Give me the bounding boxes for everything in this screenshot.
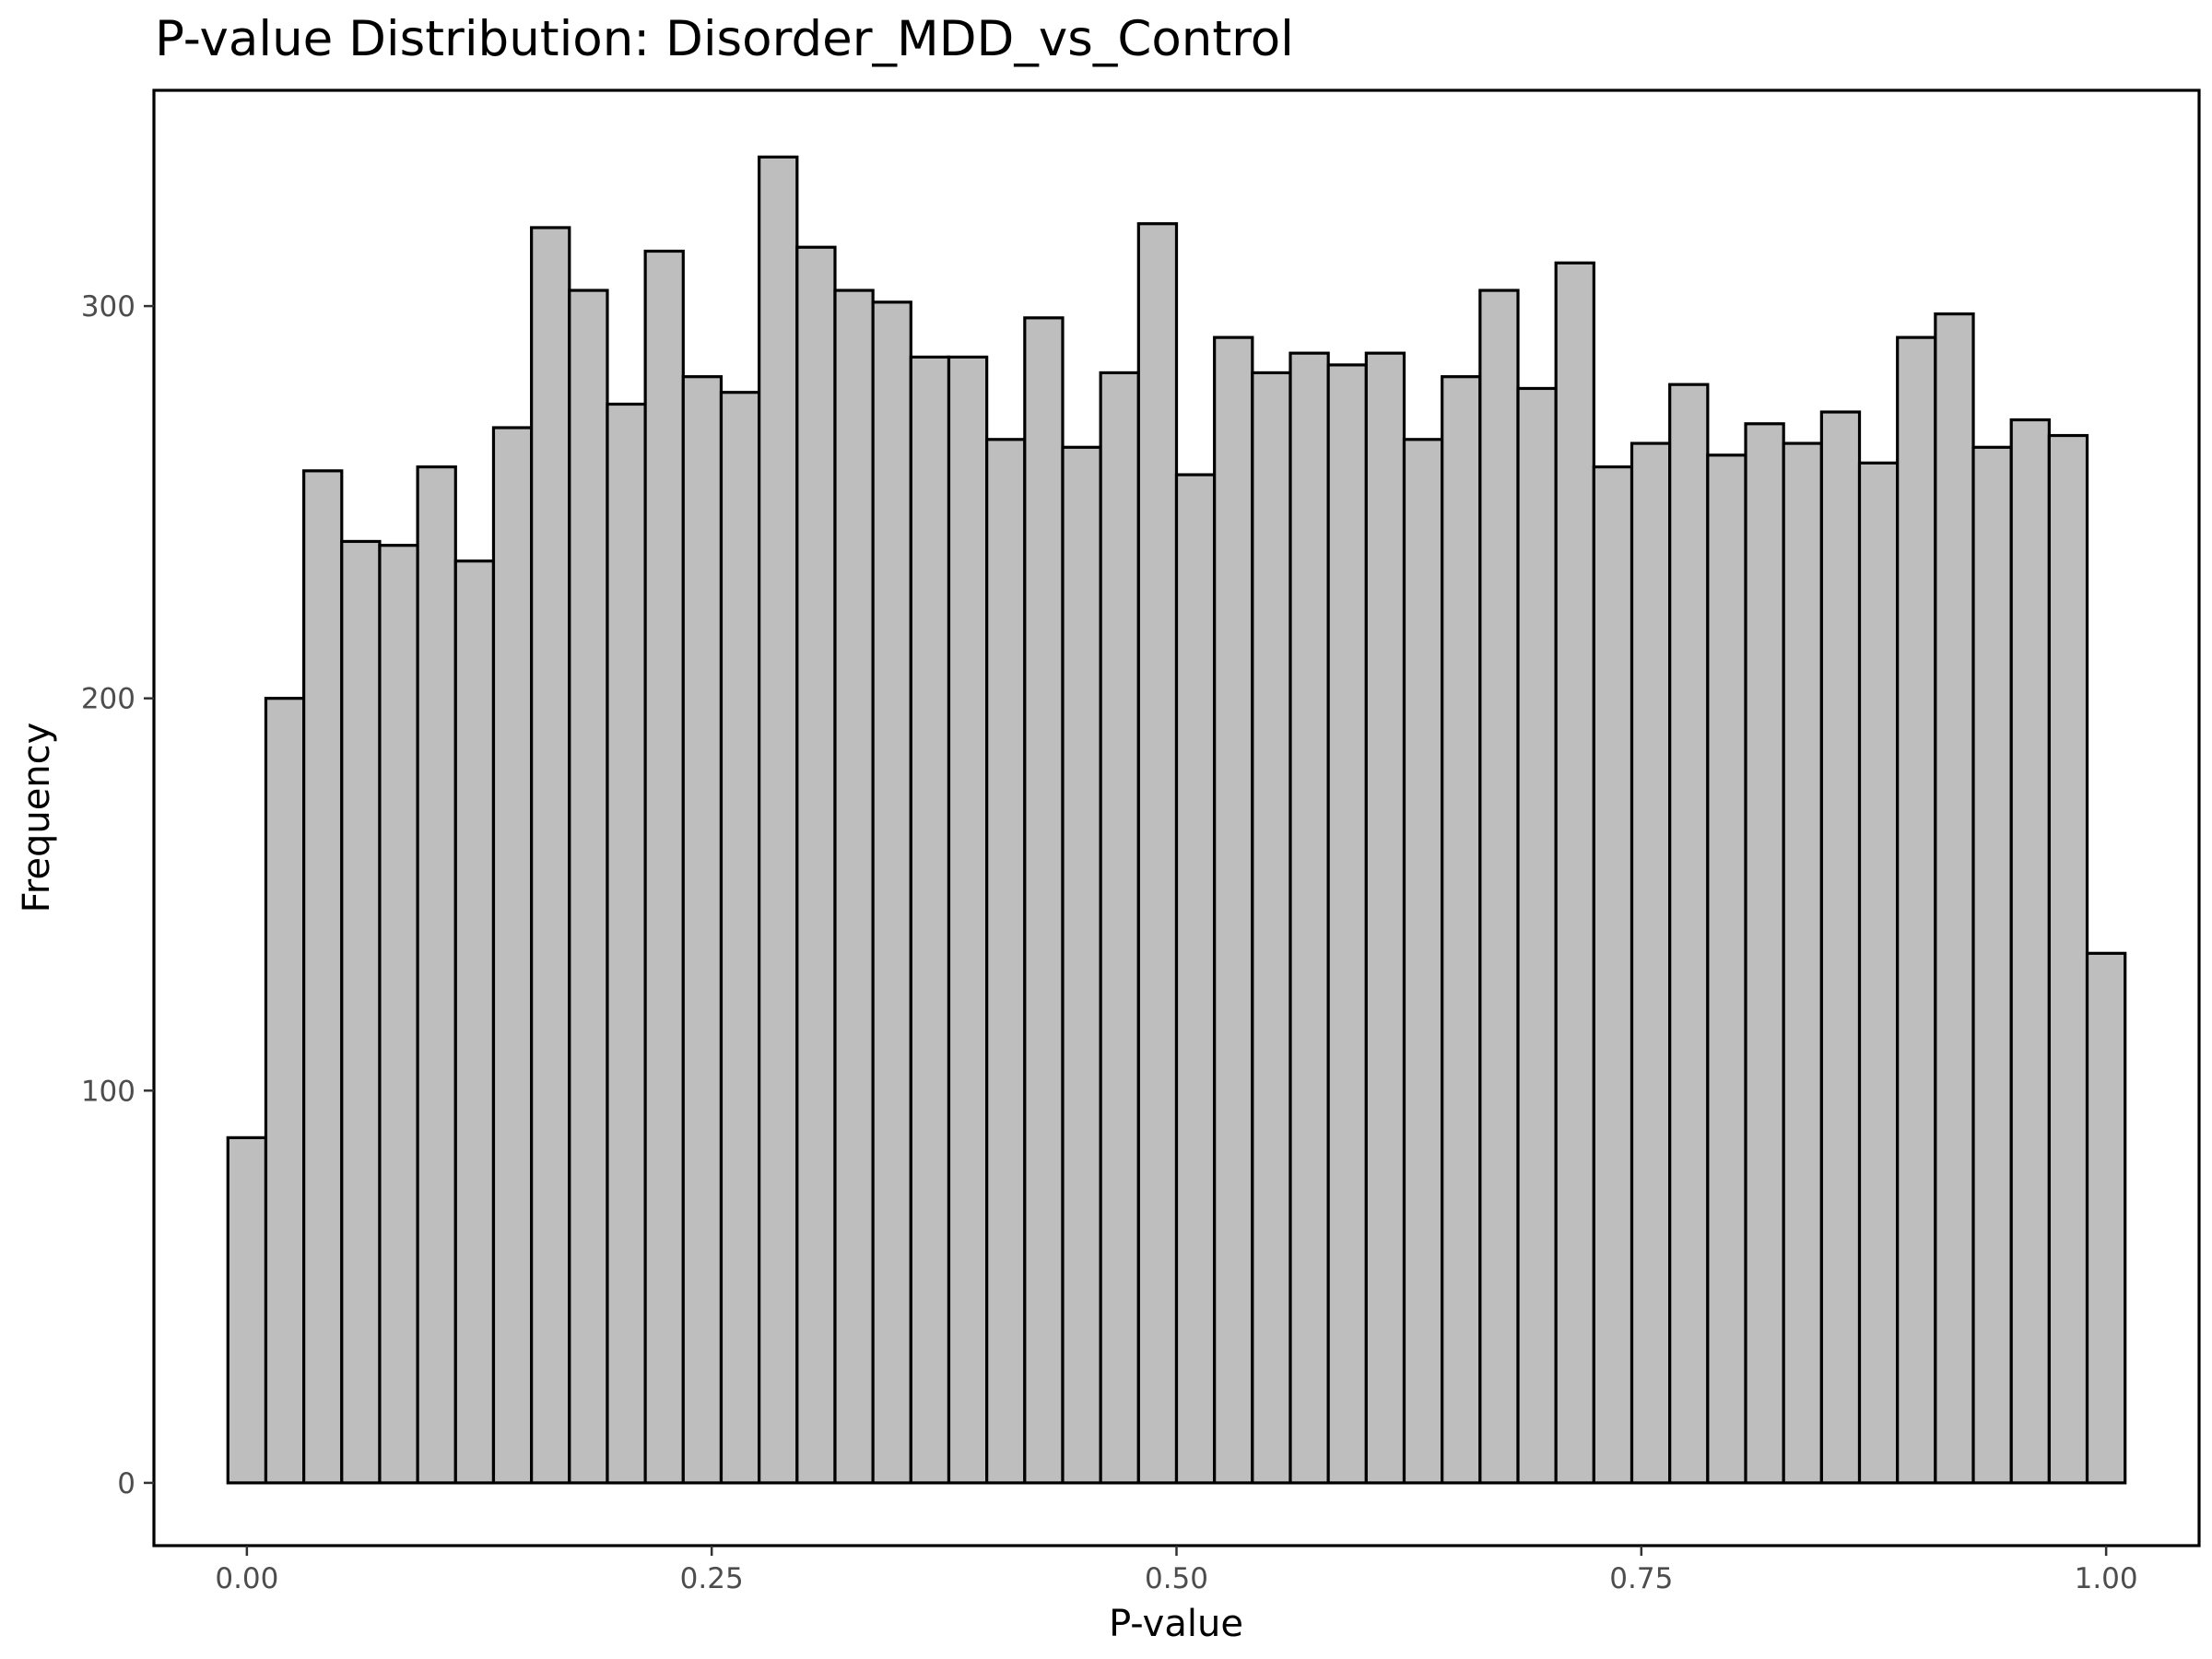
histogram-bar: [302, 469, 344, 1485]
x-axis: 0.00 0.25 0.50 0.75 1.00: [215, 1546, 2138, 1595]
histogram-bar: [1402, 438, 1444, 1485]
histogram-bar: [1668, 382, 1710, 1485]
histogram-bar: [1896, 335, 1937, 1485]
histogram-bar: [1554, 261, 1595, 1485]
histogram-bar: [491, 426, 534, 1485]
histogram-bar: [1099, 371, 1140, 1485]
histogram-bar: [1934, 312, 1975, 1485]
histogram-bar: [909, 355, 951, 1485]
histogram-bar: [2047, 433, 2089, 1485]
histogram-bar: [1174, 473, 1217, 1485]
histogram-bar: [1136, 222, 1179, 1485]
histogram-bar: [1706, 453, 1747, 1485]
histogram-bar: [378, 544, 419, 1485]
x-tick-label: 0.50: [1145, 1562, 1208, 1595]
histogram-bar: [530, 226, 571, 1485]
histogram-bar: [681, 375, 724, 1485]
histogram-bar: [1364, 351, 1406, 1485]
histogram-bar: [1516, 386, 1558, 1485]
histogram-bar: [1971, 445, 2013, 1485]
y-tick-label: 300: [81, 290, 135, 324]
histogram-bar: [871, 300, 912, 1485]
histogram-bar: [833, 288, 875, 1485]
histogram-bar: [1326, 363, 1368, 1485]
histogram-bar: [985, 438, 1027, 1485]
chart-title: P-value Distribution: Disorder_MDD_vs_Co…: [155, 11, 1294, 67]
y-axis: 0 100 200 300: [81, 290, 154, 1500]
histogram-bar: [947, 355, 989, 1485]
x-tick-label: 0.25: [680, 1562, 744, 1595]
y-tick-label: 200: [81, 683, 135, 716]
histogram-bar: [1288, 351, 1330, 1485]
histogram-bar: [1592, 465, 1634, 1485]
histogram-bar: [1441, 375, 1482, 1485]
histogram-bar: [1782, 441, 1823, 1485]
histogram-bar: [1630, 441, 1672, 1485]
histogram-bar: [758, 155, 799, 1485]
histogram-bar: [606, 402, 647, 1485]
histogram-bar: [719, 391, 761, 1485]
x-axis-label: P-value: [1109, 1603, 1243, 1645]
histogram-bar: [2085, 951, 2127, 1485]
histogram-bar: [264, 697, 306, 1485]
histogram-bar: [795, 245, 837, 1485]
histogram-bar: [643, 249, 685, 1485]
histogram-bar: [568, 288, 609, 1485]
y-tick-label: 100: [81, 1075, 135, 1108]
histogram-bar: [1251, 371, 1292, 1485]
histogram-bar: [416, 465, 457, 1485]
y-axis-label: Frequency: [16, 723, 58, 913]
y-tick-label: 0: [117, 1467, 135, 1500]
bars-group: [226, 155, 2127, 1485]
histogram-bar: [340, 539, 382, 1485]
x-tick-label: 0.00: [215, 1562, 278, 1595]
histogram-bar: [1857, 461, 1900, 1485]
histogram-bar: [1213, 335, 1254, 1485]
x-tick-label: 1.00: [2075, 1562, 2138, 1595]
histogram-bar: [226, 1135, 268, 1485]
x-tick-label: 0.75: [1609, 1562, 1673, 1595]
histogram-bar: [1023, 316, 1065, 1485]
histogram-bar: [1061, 445, 1102, 1485]
histogram-bar: [2009, 418, 2051, 1485]
histogram-bar: [1819, 410, 1862, 1485]
histogram-bar: [1478, 288, 1520, 1485]
histogram-bar: [453, 559, 496, 1485]
histogram-bar: [1744, 422, 1785, 1485]
